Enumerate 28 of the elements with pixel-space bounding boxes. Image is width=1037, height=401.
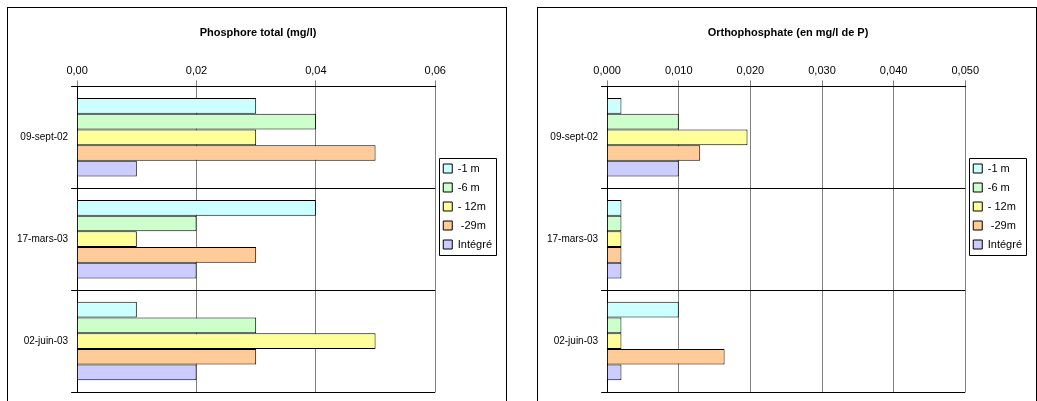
x-tick-label: 0,020 (736, 63, 765, 76)
legend-label: Intégré (987, 237, 1022, 250)
x-tick-label: 0,04 (305, 63, 327, 76)
legend-label: -6 m (987, 180, 1010, 193)
legend-label: - 12m (987, 199, 1016, 212)
y-tick-label: 09-sept-02 (550, 131, 599, 143)
chart-title: Orthophosphate (en mg/l de P) (707, 25, 869, 38)
x-tick-label: 0,06 (424, 63, 446, 76)
legend-label: - 12m (457, 199, 486, 212)
y-tick-label: 09-sept-02 (20, 131, 69, 143)
legend-label: -1 m (987, 161, 1010, 174)
x-tick-label: 0,02 (185, 63, 208, 76)
legend-label: -6 m (457, 180, 480, 193)
y-tick-label: 02-juin-03 (553, 334, 599, 346)
x-tick-label: 0,00 (66, 63, 88, 76)
chart-title: Phosphore total (mg/l) (199, 25, 317, 38)
y-tick-label: 17-mars-03 (546, 232, 599, 244)
y-tick-label: 02-juin-03 (23, 334, 69, 346)
legend-label: Intégré (457, 237, 492, 250)
legend-label: -29m (987, 218, 1016, 231)
legend-label: -29m (457, 218, 486, 231)
x-tick-label: 0,000 (593, 63, 621, 76)
x-tick-label: 0,030 (808, 63, 836, 76)
x-tick-label: 0,040 (879, 63, 908, 76)
x-tick-label: 0,050 (951, 63, 980, 76)
x-tick-label: 0,010 (664, 63, 693, 76)
legend-label: -1 m (457, 161, 480, 174)
y-tick-label: 17-mars-03 (16, 232, 69, 244)
